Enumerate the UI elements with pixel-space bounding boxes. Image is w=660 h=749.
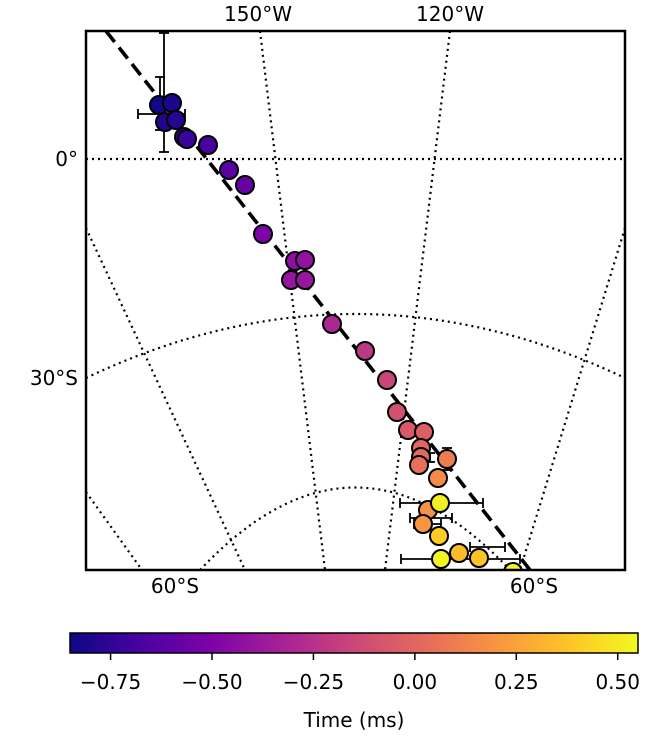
colorbar-tick-label: 0.25 [494,670,539,694]
colorbar-tick-label: −0.50 [181,670,242,694]
scatter-point [322,314,342,334]
scatter-point [469,548,489,568]
label-120w: 120°W [416,2,484,26]
colorbar [69,632,639,654]
scatter-point [253,224,273,244]
scatter-point [409,455,429,475]
graticule-150w [258,31,327,570]
colorbar-tick-label: 0.50 [595,670,640,694]
scatter-point [219,160,239,180]
scatter-point [428,468,448,488]
label-0deg: 0° [55,147,78,171]
graticule-120w [383,31,452,570]
scatter-point [387,402,407,422]
error-bar [469,542,506,552]
scatter-point [413,514,433,534]
scatter-point [235,175,255,195]
scatter-point [377,370,397,390]
colorbar-tick-label: 0.00 [393,670,438,694]
scatter-point [198,135,218,155]
plot-frame [84,29,627,572]
data-points [149,93,523,570]
graticule-mer-right1 [518,227,625,570]
scatter-point [177,129,197,149]
label-60s-left: 60°S [151,574,199,598]
scatter-point [162,93,182,113]
colorbar-ticks: −0.75 −0.50 −0.25 0.00 0.25 0.50 [80,653,640,694]
scatter-point [295,250,315,270]
label-30s: 30°S [30,366,78,390]
scatter-point [449,543,469,563]
scatter-point [437,449,457,469]
scatter-point [166,110,186,130]
scatter-point [430,493,450,513]
colorbar-tick-label: −0.25 [283,670,344,694]
scatter-point [431,549,451,569]
colorbar-label: Time (ms) [303,708,405,732]
error-bar [159,32,169,153]
scatter-point [429,526,449,546]
colorbar-tick-label: −0.75 [80,670,141,694]
graticule-mer-left1 [86,227,246,570]
scatter-point [414,422,434,442]
graticule [86,31,625,570]
scatter-point [503,562,523,570]
graticule-mer-left2 [86,491,143,570]
scatter-point [295,270,315,290]
graticule-60s [199,486,511,570]
label-60s-right: 60°S [510,574,558,598]
scatter-point [355,341,375,361]
label-150w: 150°W [224,2,292,26]
